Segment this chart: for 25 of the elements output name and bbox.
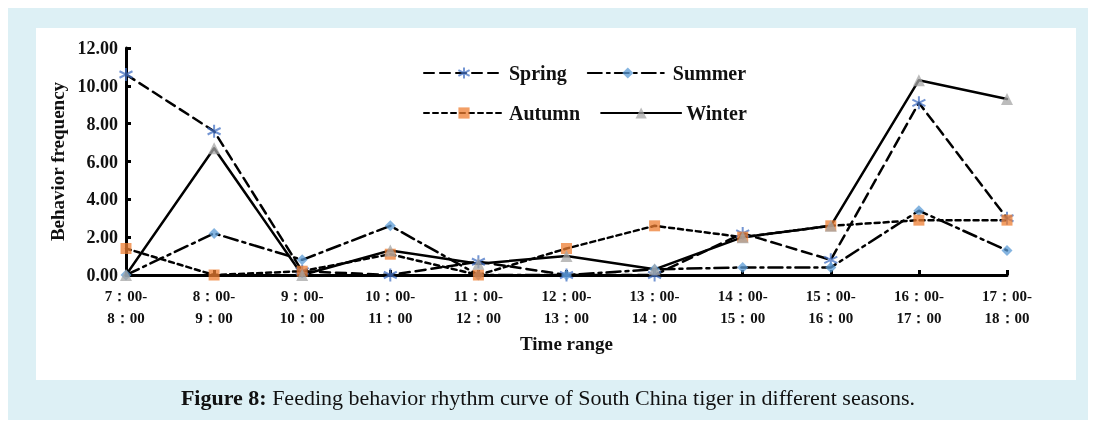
y-tick-label: 2.00 [86,227,118,248]
x-tick-label: 11：00-12：00 [453,288,503,326]
y-tick-label: 6.00 [86,151,118,172]
x-tick-label: 17：00-18：00 [982,288,1032,326]
legend-label: Winter [686,102,747,124]
legend-label: Autumn [509,102,581,124]
x-tick-label: 15：00-16：00 [805,288,856,326]
x-axis-title: Time range [519,332,614,354]
x-tick-label: 10：00-11：00 [365,288,416,326]
x-tick-label: 9：00-10：00 [279,288,325,326]
x-tick-label: 16：00-17：00 [893,288,944,326]
x-tick-label: 7：00-8：00 [104,288,148,326]
x-tick-label: 14：00-15：00 [717,288,768,326]
y-tick-label: 4.00 [86,189,118,210]
x-tick-label: 12：00-13：00 [541,288,592,326]
legend-label: Spring [509,62,567,85]
legend-label: Summer [672,62,747,84]
caption: Figure 8: Feeding behavior rhythm curve of South China tiger in different seasons. [180,384,916,410]
y-tick-label: 10.00 [77,75,118,96]
y-tick-label: 8.00 [86,113,118,134]
x-tick-label: 8：00-9：00 [192,288,236,326]
y-tick-label: 0.00 [86,265,118,285]
x-tick-label: 13：00-14：00 [629,288,680,326]
y-tick-label: 12.00 [77,38,118,58]
y-axis-title: Behavior frequency [46,81,68,242]
